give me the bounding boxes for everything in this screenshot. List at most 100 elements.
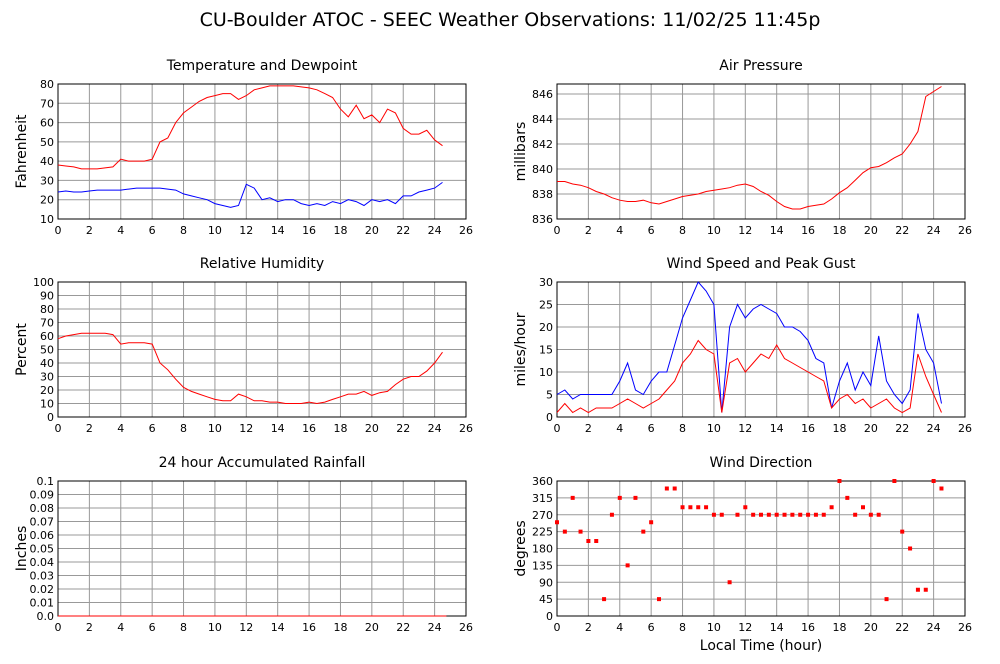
x-tick-label: 4 [616,422,623,435]
data-line [557,86,942,210]
y-tick-label: 40 [40,357,54,370]
y-tick-label: 0.1 [37,475,55,488]
data-line [556,339,942,414]
y-tick-label: 0 [546,411,553,424]
x-tick-label: 8 [679,224,686,237]
x-tick-label: 26 [958,422,972,435]
y-tick-label: 45 [539,593,553,606]
x-tick-label: 0 [55,224,62,237]
data-point [900,529,905,534]
y-tick-label: 135 [532,559,553,572]
x-tick-label: 4 [117,224,124,237]
x-tick-label: 4 [117,621,124,634]
x-tick-label: 20 [365,422,379,435]
data-point [617,495,622,500]
y-tick-label: 70 [40,97,54,110]
x-tick-label: 18 [333,621,347,634]
x-tick-label: 8 [180,224,187,237]
data-point [743,505,748,510]
y-axis-label: degrees [513,520,529,576]
data-point [923,587,928,592]
plot-frame [556,83,966,220]
y-tick-label: 40 [40,155,54,168]
panel-title: Air Pressure [719,58,802,74]
y-tick-label: 60 [40,330,54,343]
x-tick-label: 18 [832,422,846,435]
x-tick-label: 24 [428,224,442,237]
x-tick-label: 10 [208,422,222,435]
x-tick-label: 6 [149,621,156,634]
data-point [641,529,646,534]
x-tick-label: 8 [180,422,187,435]
x-tick-label: 16 [801,621,815,634]
y-tick-label: 0.07 [30,516,55,529]
y-tick-label: 0.02 [30,583,55,596]
y-tick-label: 0.0 [37,610,55,623]
data-point [806,512,811,517]
x-tick-label: 16 [801,224,815,237]
y-tick-label: 0.08 [30,502,55,515]
y-axis-label: Fahrenheit [14,114,30,189]
data-point [649,520,654,525]
y-tick-label: 80 [40,303,54,316]
data-point [829,505,834,510]
y-tick-label: 30 [40,174,54,187]
data-point [672,486,677,491]
data-point [602,597,607,602]
x-tick-label: 12 [239,224,253,237]
x-tick-label: 12 [239,621,253,634]
data-point [845,495,850,500]
x-tick-label: 8 [679,422,686,435]
x-tick-label: 12 [738,422,752,435]
x-tick-label: 14 [770,422,784,435]
data-point [782,512,787,517]
y-tick-label: 90 [539,576,553,589]
x-tick-label: 22 [895,621,909,634]
x-tick-label: 26 [459,422,473,435]
panel-title: Temperature and Dewpoint [166,58,358,74]
x-tick-label: 0 [55,621,62,634]
data-point [774,512,779,517]
data-point [688,505,693,510]
data-point [766,512,771,517]
data-point [586,539,591,543]
x-tick-label: 6 [149,224,156,237]
x-tick-label: 6 [648,224,655,237]
y-tick-label: 10 [40,398,54,411]
x-tick-label: 26 [958,224,972,237]
data-point [884,597,889,602]
x-tick-label: 22 [895,422,909,435]
y-tick-label: 20 [40,194,54,207]
data-point [704,505,709,510]
panel-title: Relative Humidity [200,256,324,272]
x-tick-label: 14 [271,224,285,237]
x-tick-label: 8 [679,621,686,634]
y-tick-label: 836 [532,213,553,226]
x-tick-label: 6 [648,621,655,634]
x-tick-label: 24 [428,422,442,435]
y-tick-label: 0.05 [30,543,55,556]
x-tick-label: 20 [864,224,878,237]
data-point [892,479,897,483]
y-tick-label: 360 [532,475,553,488]
y-tick-label: 30 [40,371,54,384]
plot-frame [556,480,966,617]
data-point [664,486,669,491]
data-point [657,597,661,602]
x-tick-label: 4 [117,422,124,435]
y-axis-label: millibars [513,122,529,182]
y-tick-label: 10 [40,213,54,226]
y-tick-label: 60 [40,117,54,130]
x-tick-label: 18 [832,621,846,634]
x-tick-label: 2 [86,224,93,237]
x-tick-label: 24 [927,422,941,435]
y-tick-label: 180 [532,543,553,556]
data-point [735,512,740,517]
y-tick-label: 842 [532,138,553,151]
x-tick-label: 16 [302,422,316,435]
plot-frame [57,281,467,418]
x-tick-label: 12 [738,621,752,634]
x-tick-label: 12 [239,422,253,435]
data-point [680,505,685,510]
data-point [861,505,865,510]
